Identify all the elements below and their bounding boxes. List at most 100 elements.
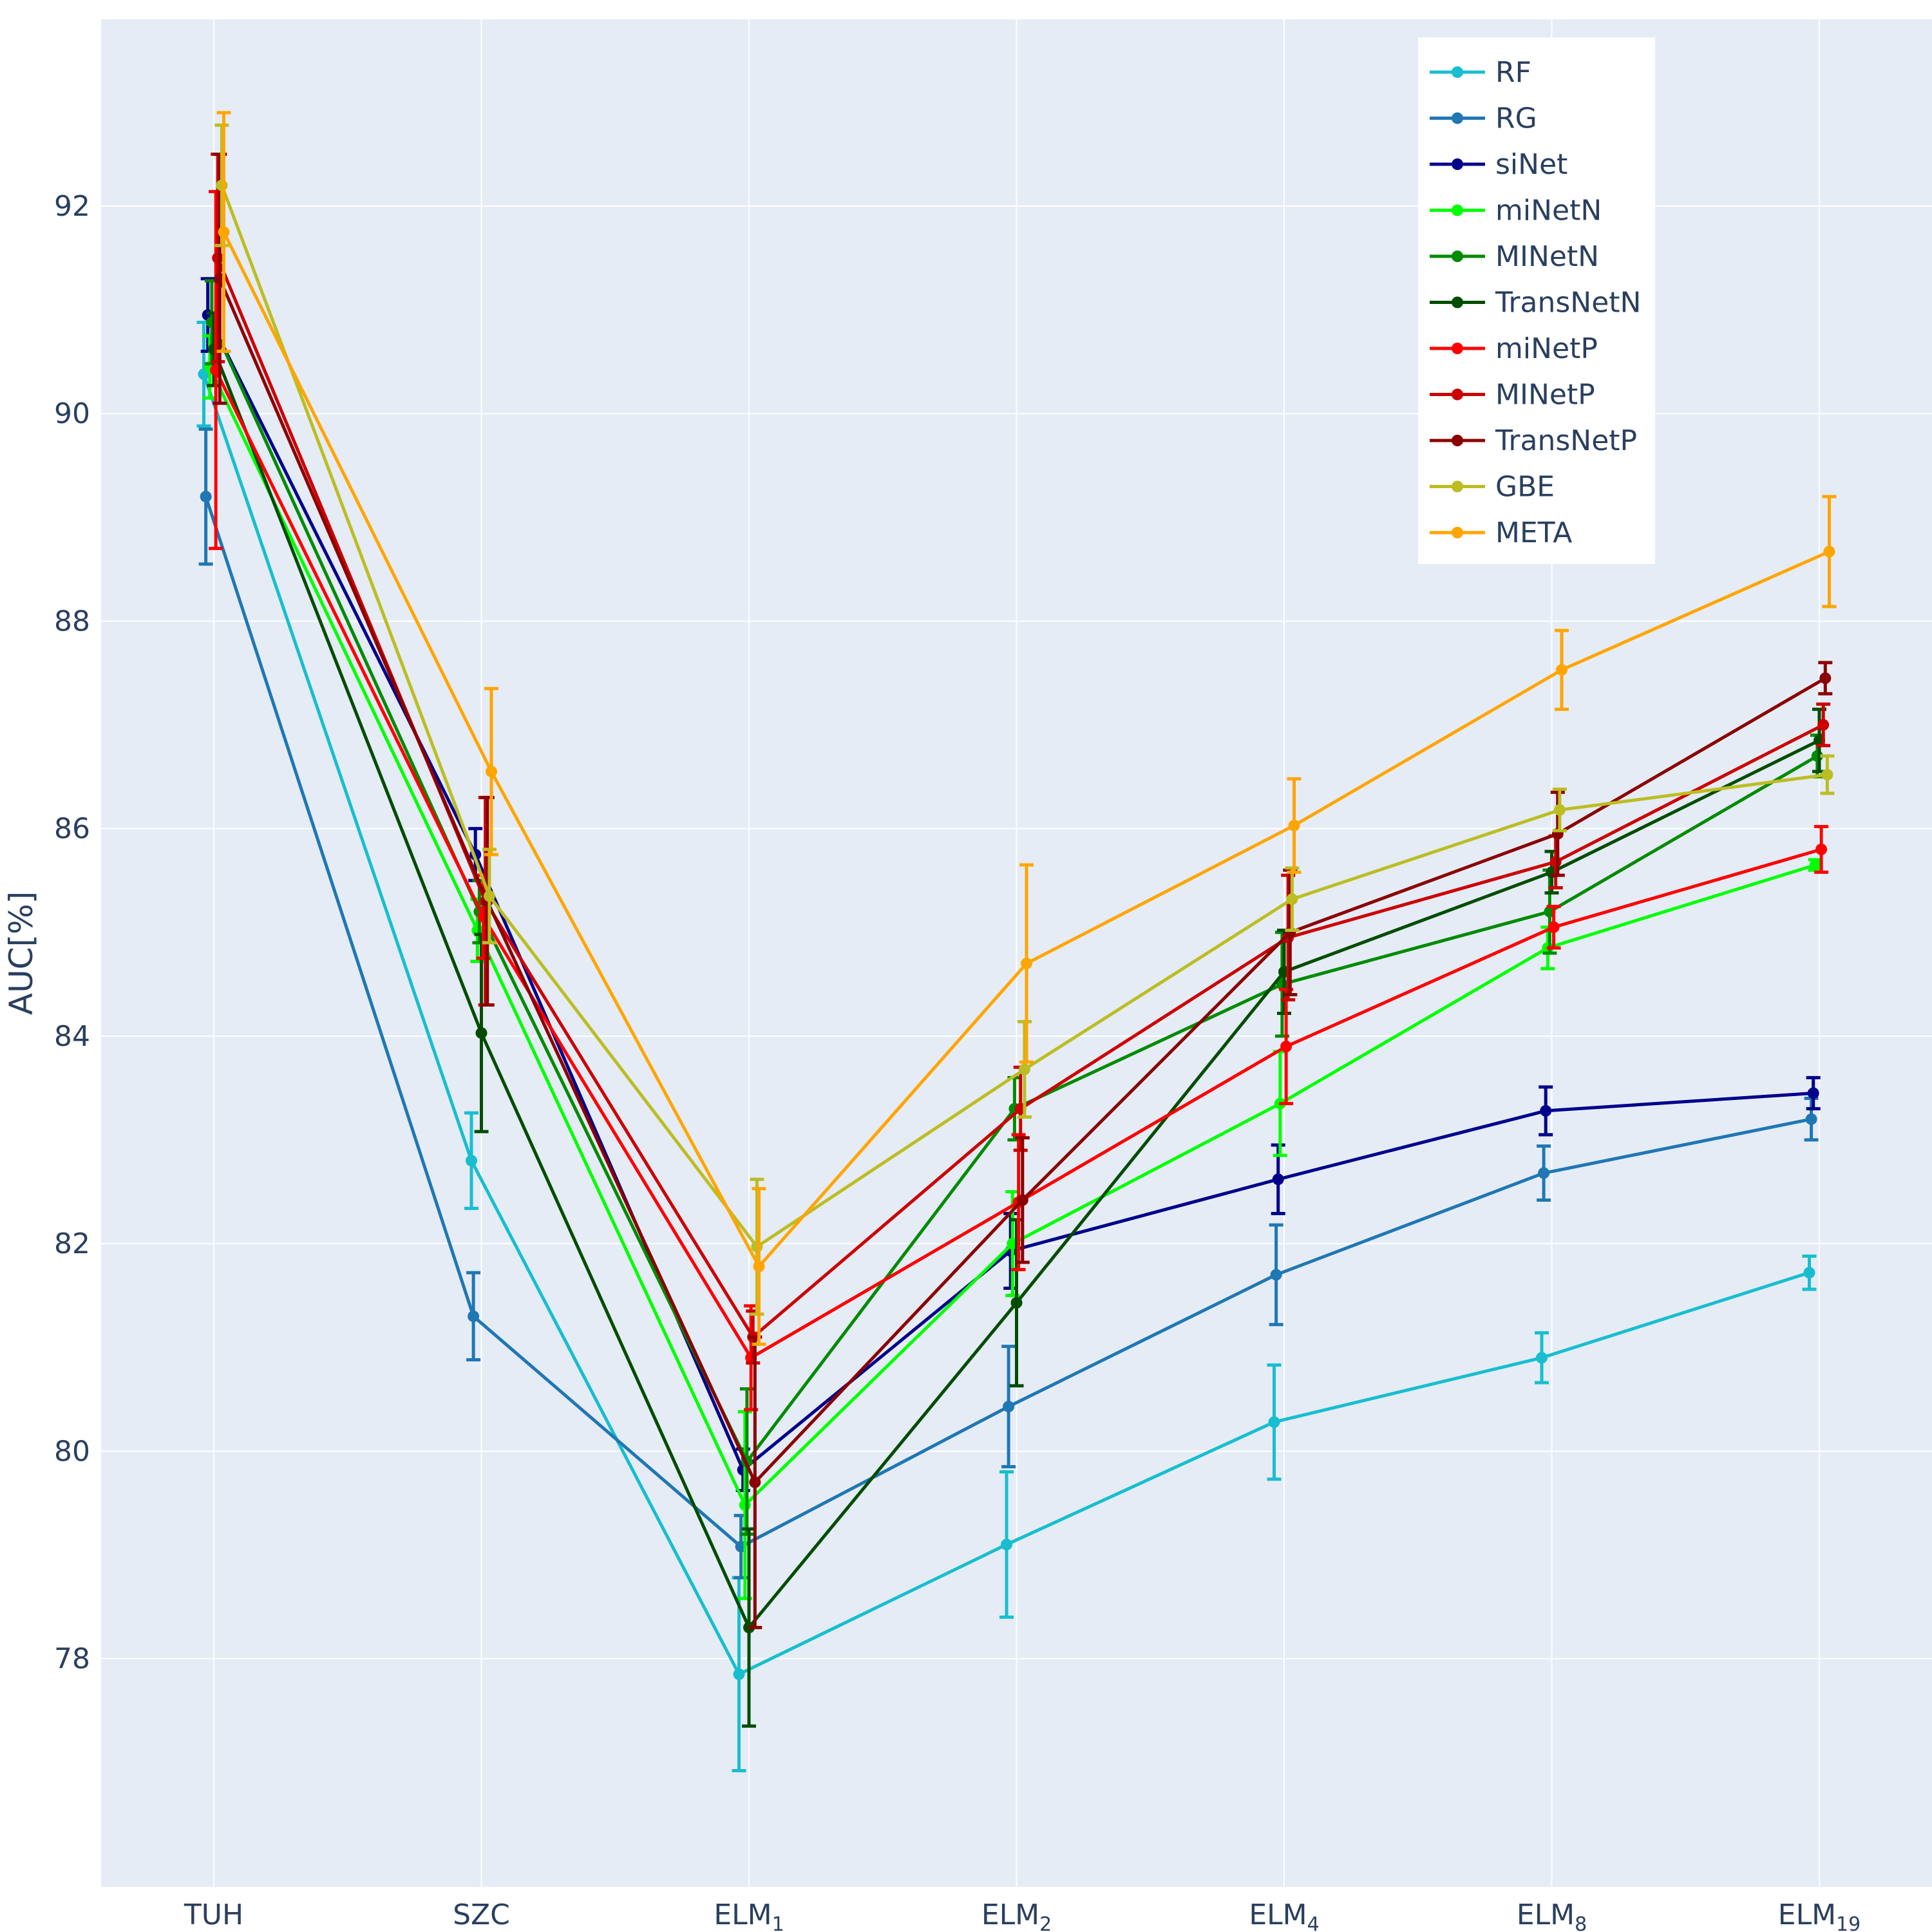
point-GBE-4[interactable] <box>1286 893 1298 905</box>
y-tick-label-82: 82 <box>54 1227 90 1260</box>
point-RF-2[interactable] <box>733 1668 745 1680</box>
point-RG-4[interactable] <box>1270 1269 1282 1281</box>
legend-item-MINetN[interactable]: MINetN <box>1430 240 1599 273</box>
series-GBE <box>214 123 1835 1316</box>
x-tick-label-subscript: 19 <box>1836 1913 1861 1932</box>
legend-item-MINetP[interactable]: MINetP <box>1430 379 1595 412</box>
legend-label: GBE <box>1495 471 1555 504</box>
y-tick-label-80: 80 <box>54 1435 90 1468</box>
x-tick-label-subscript: 8 <box>1575 1913 1587 1932</box>
point-META-6[interactable] <box>1823 545 1835 558</box>
x-tick-label-base: TUH <box>184 1899 243 1931</box>
point-siNet-4[interactable] <box>1272 1173 1284 1186</box>
point-GBE-3[interactable] <box>1018 1063 1030 1075</box>
legend-label: META <box>1495 516 1572 549</box>
legend-label: miNetN <box>1495 194 1602 227</box>
point-siNet-6[interactable] <box>1807 1087 1819 1099</box>
legend-swatch-marker <box>1452 112 1463 124</box>
x-tick-label-subscript: 1 <box>772 1913 784 1932</box>
legend-item-miNetP[interactable]: miNetP <box>1430 332 1598 365</box>
point-MINetP-0[interactable] <box>212 252 224 264</box>
x-tick-label-base: ELM <box>1517 1899 1575 1931</box>
x-tick-label-subscript: 2 <box>1039 1913 1052 1932</box>
point-RF-6[interactable] <box>1803 1267 1815 1279</box>
x-tick-labels: TUH SZC ELM1 ELM2 ELM4 ELM8 ELM19 <box>184 1899 1861 1932</box>
legend-item-RF[interactable]: RF <box>1430 56 1531 89</box>
legend-label: MINetN <box>1495 240 1599 273</box>
point-TransNetN-1[interactable] <box>475 1027 488 1039</box>
x-tick-label-base: ELM <box>1249 1899 1307 1931</box>
x-tick-label-4: ELM4 <box>1249 1899 1319 1932</box>
series-TransNetN <box>207 311 1826 1728</box>
legend-item-RG[interactable]: RG <box>1430 102 1537 135</box>
point-RF-4[interactable] <box>1268 1416 1280 1428</box>
point-miNetN-6[interactable] <box>1809 859 1821 871</box>
point-siNet-5[interactable] <box>1540 1104 1552 1117</box>
point-RG-0[interactable] <box>200 491 212 503</box>
legend-item-TransNetN[interactable]: TransNetN <box>1430 287 1641 319</box>
point-RF-3[interactable] <box>1001 1539 1012 1551</box>
point-GBE-0[interactable] <box>216 179 228 191</box>
point-miNetP-5[interactable] <box>1548 921 1560 933</box>
point-GBE-1[interactable] <box>483 890 495 902</box>
x-tick-label-base: ELM <box>981 1899 1039 1931</box>
x-tick-label-0: TUH <box>184 1899 243 1931</box>
point-miNetN-2[interactable] <box>739 1499 751 1511</box>
legend-item-TransNetP[interactable]: TransNetP <box>1430 424 1637 457</box>
point-RG-3[interactable] <box>1003 1401 1015 1413</box>
series-RG <box>198 427 1819 1580</box>
point-TransNetP-6[interactable] <box>1819 672 1832 685</box>
y-tick-label-78: 78 <box>54 1643 90 1676</box>
point-miNetP-6[interactable] <box>1815 843 1828 855</box>
legend-item-GBE[interactable]: GBE <box>1430 471 1555 504</box>
legend-item-siNet[interactable]: siNet <box>1430 148 1567 181</box>
point-RF-1[interactable] <box>466 1155 477 1167</box>
point-MINetP-6[interactable] <box>1817 719 1830 731</box>
x-tick-label-3: ELM2 <box>981 1899 1052 1932</box>
legend-swatch-marker <box>1452 480 1463 493</box>
series-META <box>216 111 1837 1346</box>
x-tick-label-6: ELM19 <box>1778 1899 1861 1932</box>
legend-label: TransNetN <box>1495 287 1641 319</box>
legend-swatch-marker <box>1452 343 1463 354</box>
x-tick-label-subscript: 4 <box>1307 1913 1320 1932</box>
y-tick-label-90: 90 <box>54 397 90 430</box>
point-GBE-5[interactable] <box>1553 804 1566 816</box>
x-tick-label-base: ELM <box>1778 1899 1836 1931</box>
point-TransNetP-2[interactable] <box>749 1476 761 1488</box>
point-META-1[interactable] <box>486 766 497 778</box>
x-tick-label-5: ELM8 <box>1517 1899 1587 1932</box>
x-tick-label-base: SZC <box>453 1899 510 1931</box>
legend-label: siNet <box>1495 148 1567 181</box>
point-RG-1[interactable] <box>468 1310 480 1322</box>
legend-item-META[interactable]: META <box>1430 516 1572 549</box>
y-axis-title: AUC[%] <box>3 891 40 1015</box>
point-TransNetP-4[interactable] <box>1284 926 1296 938</box>
point-RG-6[interactable] <box>1805 1113 1817 1125</box>
legend-swatch-marker <box>1452 251 1463 262</box>
legend-label: RF <box>1495 56 1531 89</box>
y-tick-labels: 78 80 82 84 86 88 90 92 <box>54 190 90 1676</box>
point-MINetP-5[interactable] <box>1549 856 1562 868</box>
x-tick-label-base: ELM <box>714 1899 772 1931</box>
point-META-0[interactable] <box>218 226 230 238</box>
point-RF-5[interactable] <box>1536 1352 1548 1364</box>
legend-swatch-marker <box>1452 435 1463 446</box>
x-tick-label-1: SZC <box>453 1899 510 1931</box>
point-META-2[interactable] <box>753 1260 765 1273</box>
series-group <box>196 111 1837 1773</box>
legend[interactable]: RF RG siNet miNetN MINetN TransNetN miNetP MINe… <box>1418 37 1655 564</box>
point-GBE-2[interactable] <box>751 1240 763 1253</box>
legend-label: MINetP <box>1495 379 1595 412</box>
point-TransNetP-3[interactable] <box>1016 1194 1028 1206</box>
point-GBE-6[interactable] <box>1821 768 1833 781</box>
point-META-5[interactable] <box>1556 664 1567 676</box>
point-META-3[interactable] <box>1021 958 1032 970</box>
point-META-4[interactable] <box>1288 819 1300 831</box>
point-RG-5[interactable] <box>1538 1167 1550 1179</box>
y-tick-label-92: 92 <box>54 190 90 223</box>
legend-swatch-marker <box>1452 388 1463 401</box>
legend-item-miNetN[interactable]: miNetN <box>1430 194 1602 227</box>
point-TransNetN-3[interactable] <box>1010 1296 1023 1309</box>
point-miNetP-4[interactable] <box>1280 1041 1293 1052</box>
